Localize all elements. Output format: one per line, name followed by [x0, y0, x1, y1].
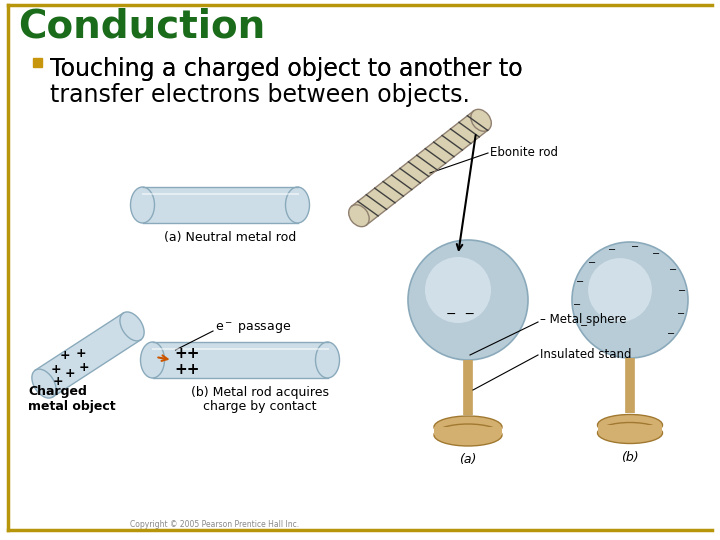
- Ellipse shape: [286, 187, 310, 223]
- Text: −: −: [667, 329, 675, 339]
- Text: −: −: [580, 321, 588, 332]
- Text: −: −: [670, 265, 678, 275]
- Ellipse shape: [130, 187, 155, 223]
- Text: +: +: [53, 375, 63, 388]
- Text: ++: ++: [175, 347, 200, 361]
- Text: −: −: [576, 277, 584, 287]
- Text: −  −: − −: [446, 308, 474, 321]
- Text: ++: ++: [175, 361, 200, 376]
- Polygon shape: [434, 427, 502, 435]
- Ellipse shape: [32, 369, 56, 398]
- Text: −: −: [652, 249, 660, 259]
- Text: transfer electrons between objects.: transfer electrons between objects.: [50, 83, 470, 107]
- Text: Touching a charged object to another to: Touching a charged object to another to: [50, 57, 523, 81]
- Polygon shape: [143, 187, 297, 223]
- Text: −: −: [588, 258, 597, 267]
- Text: Conduction: Conduction: [18, 8, 265, 46]
- Text: (a) Neutral metal rod: (a) Neutral metal rod: [164, 231, 296, 244]
- Ellipse shape: [140, 342, 164, 378]
- Polygon shape: [35, 313, 140, 397]
- Ellipse shape: [408, 240, 528, 360]
- Ellipse shape: [434, 424, 502, 446]
- Text: +: +: [76, 347, 86, 360]
- Ellipse shape: [315, 342, 340, 378]
- Text: −: −: [678, 286, 686, 296]
- Text: +: +: [78, 361, 89, 374]
- Ellipse shape: [471, 109, 491, 131]
- Text: Insulated stand: Insulated stand: [540, 348, 631, 361]
- Text: −: −: [677, 309, 685, 319]
- Ellipse shape: [572, 242, 688, 358]
- Text: Touching a charged object to another to: Touching a charged object to another to: [50, 57, 523, 81]
- Ellipse shape: [348, 205, 369, 227]
- Polygon shape: [598, 425, 662, 433]
- Text: +: +: [50, 363, 61, 376]
- Ellipse shape: [598, 422, 662, 443]
- Text: −: −: [573, 300, 581, 309]
- Text: charge by contact: charge by contact: [203, 400, 317, 413]
- Polygon shape: [351, 111, 488, 225]
- Text: (a): (a): [459, 453, 477, 466]
- Ellipse shape: [120, 312, 144, 341]
- Ellipse shape: [425, 257, 491, 323]
- Text: Copyright © 2005 Pearson Prentice Hall Inc.: Copyright © 2005 Pearson Prentice Hall I…: [130, 520, 299, 529]
- Text: −: −: [608, 245, 616, 255]
- Polygon shape: [153, 342, 328, 378]
- Ellipse shape: [598, 415, 662, 435]
- Text: −: −: [631, 242, 639, 252]
- Text: +: +: [65, 367, 76, 380]
- Text: – Metal sphere: – Metal sphere: [540, 314, 626, 327]
- Text: Charged
metal object: Charged metal object: [28, 385, 116, 413]
- Ellipse shape: [588, 258, 652, 322]
- Text: e$^-$ passage: e$^-$ passage: [215, 320, 291, 336]
- Text: (b) Metal rod acquires: (b) Metal rod acquires: [191, 386, 329, 399]
- Text: Ebonite rod: Ebonite rod: [490, 146, 558, 159]
- Text: (b): (b): [621, 451, 639, 464]
- Ellipse shape: [434, 416, 502, 438]
- Text: +: +: [59, 349, 70, 362]
- Bar: [33, 58, 42, 67]
